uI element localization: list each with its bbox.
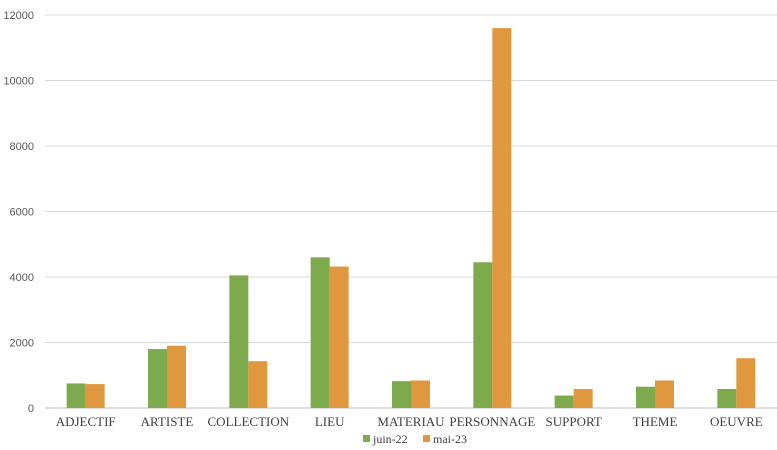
x-axis-ticks: ADJECTIF ARTISTE COLLECTION LIEU MATERIAU PER…: [56, 414, 763, 429]
bar: [636, 386, 655, 408]
x-tick-label: ADJECTIF: [56, 414, 116, 429]
x-tick-label: MATERIAU: [377, 414, 445, 429]
bar: [573, 389, 593, 408]
bar: [655, 380, 674, 408]
bar: [717, 389, 737, 408]
x-tick-label: LIEU: [315, 414, 345, 429]
bar: [167, 345, 186, 408]
legend-swatch: [423, 435, 430, 442]
bar: [473, 262, 493, 408]
y-tick-label: 6000: [10, 207, 34, 219]
legend-label: mai-23: [433, 432, 467, 446]
legend: juin-22 mai-23: [363, 432, 467, 446]
x-tick-label: PERSONNAGE: [449, 414, 535, 429]
bar: [85, 384, 105, 408]
bar: [554, 395, 574, 408]
bar: [736, 358, 756, 408]
bar: [148, 349, 167, 408]
y-axis-ticks: 0 2000 4000 6000 8000 10000 12000: [3, 10, 34, 415]
y-tick-label: 12000: [3, 10, 34, 22]
y-tick-label: 8000: [10, 141, 34, 153]
x-tick-label: OEUVRE: [710, 414, 763, 429]
bar: [392, 381, 411, 408]
x-tick-label: ARTISTE: [141, 414, 194, 429]
legend-swatch: [363, 435, 370, 442]
legend-label: juin-22: [372, 432, 408, 446]
bar: [248, 361, 268, 408]
y-tick-label: 4000: [10, 272, 34, 284]
bar: [492, 28, 512, 408]
bars: [66, 28, 756, 408]
y-tick-label: 10000: [3, 76, 34, 88]
x-tick-label: THEME: [633, 414, 678, 429]
x-tick-label: SUPPORT: [546, 414, 602, 429]
x-tick-label: COLLECTION: [208, 414, 290, 429]
bar: [411, 380, 430, 408]
bar: [329, 266, 349, 408]
bar: [229, 275, 249, 408]
bar: [310, 257, 330, 408]
y-tick-label: 2000: [10, 338, 34, 350]
gridlines: [45, 14, 777, 409]
y-tick-label: 0: [28, 403, 34, 415]
bar: [66, 383, 86, 408]
